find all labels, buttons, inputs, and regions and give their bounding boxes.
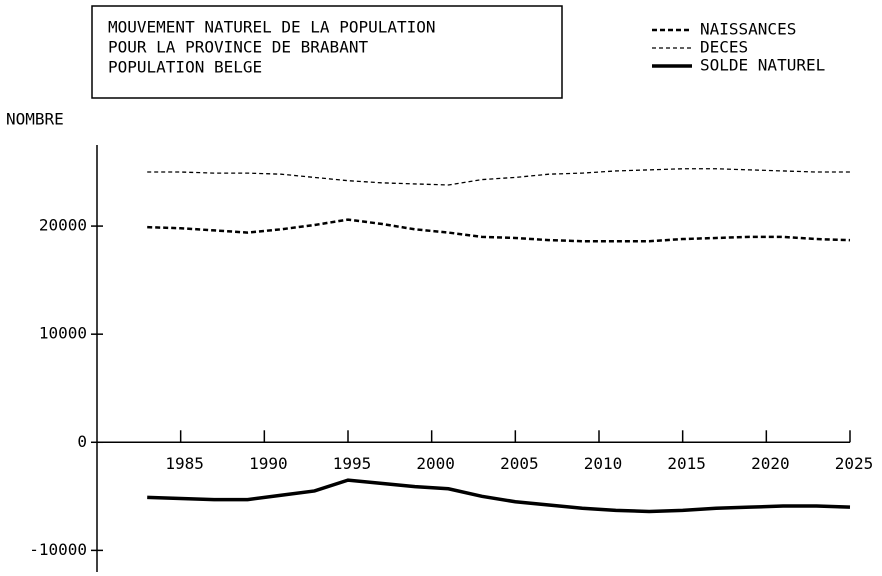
y-tick-label: 20000 xyxy=(39,216,87,235)
x-tick-label: 2005 xyxy=(500,454,539,473)
y-axis-label: NOMBRE xyxy=(6,110,64,129)
title-box xyxy=(91,5,563,99)
x-tick-label: 1990 xyxy=(249,454,288,473)
chart-title: MOUVEMENT NATUREL DE LA POPULATION xyxy=(108,18,436,37)
y-tick-label: -10000 xyxy=(29,540,87,559)
legend-label: SOLDE NATUREL xyxy=(700,56,825,75)
x-tick-label: 2000 xyxy=(416,454,455,473)
x-tick-label: 1985 xyxy=(165,454,204,473)
chart-title: POUR LA PROVINCE DE BRABANT xyxy=(108,38,368,57)
legend-label: NAISSANCES xyxy=(700,20,796,39)
y-tick-label: 0 xyxy=(77,432,87,451)
x-tick-label: 2015 xyxy=(667,454,706,473)
x-tick-label: 2020 xyxy=(751,454,790,473)
legend-label: DECES xyxy=(700,38,748,57)
x-tick-label: 1995 xyxy=(333,454,372,473)
series-line xyxy=(147,168,850,186)
x-tick-label: 2010 xyxy=(584,454,623,473)
chart-title: POPULATION BELGE xyxy=(108,58,262,77)
series-line xyxy=(147,478,851,514)
y-tick-label: 10000 xyxy=(39,324,87,343)
series-line xyxy=(147,218,851,243)
x-tick-label: 2025 xyxy=(835,454,874,473)
